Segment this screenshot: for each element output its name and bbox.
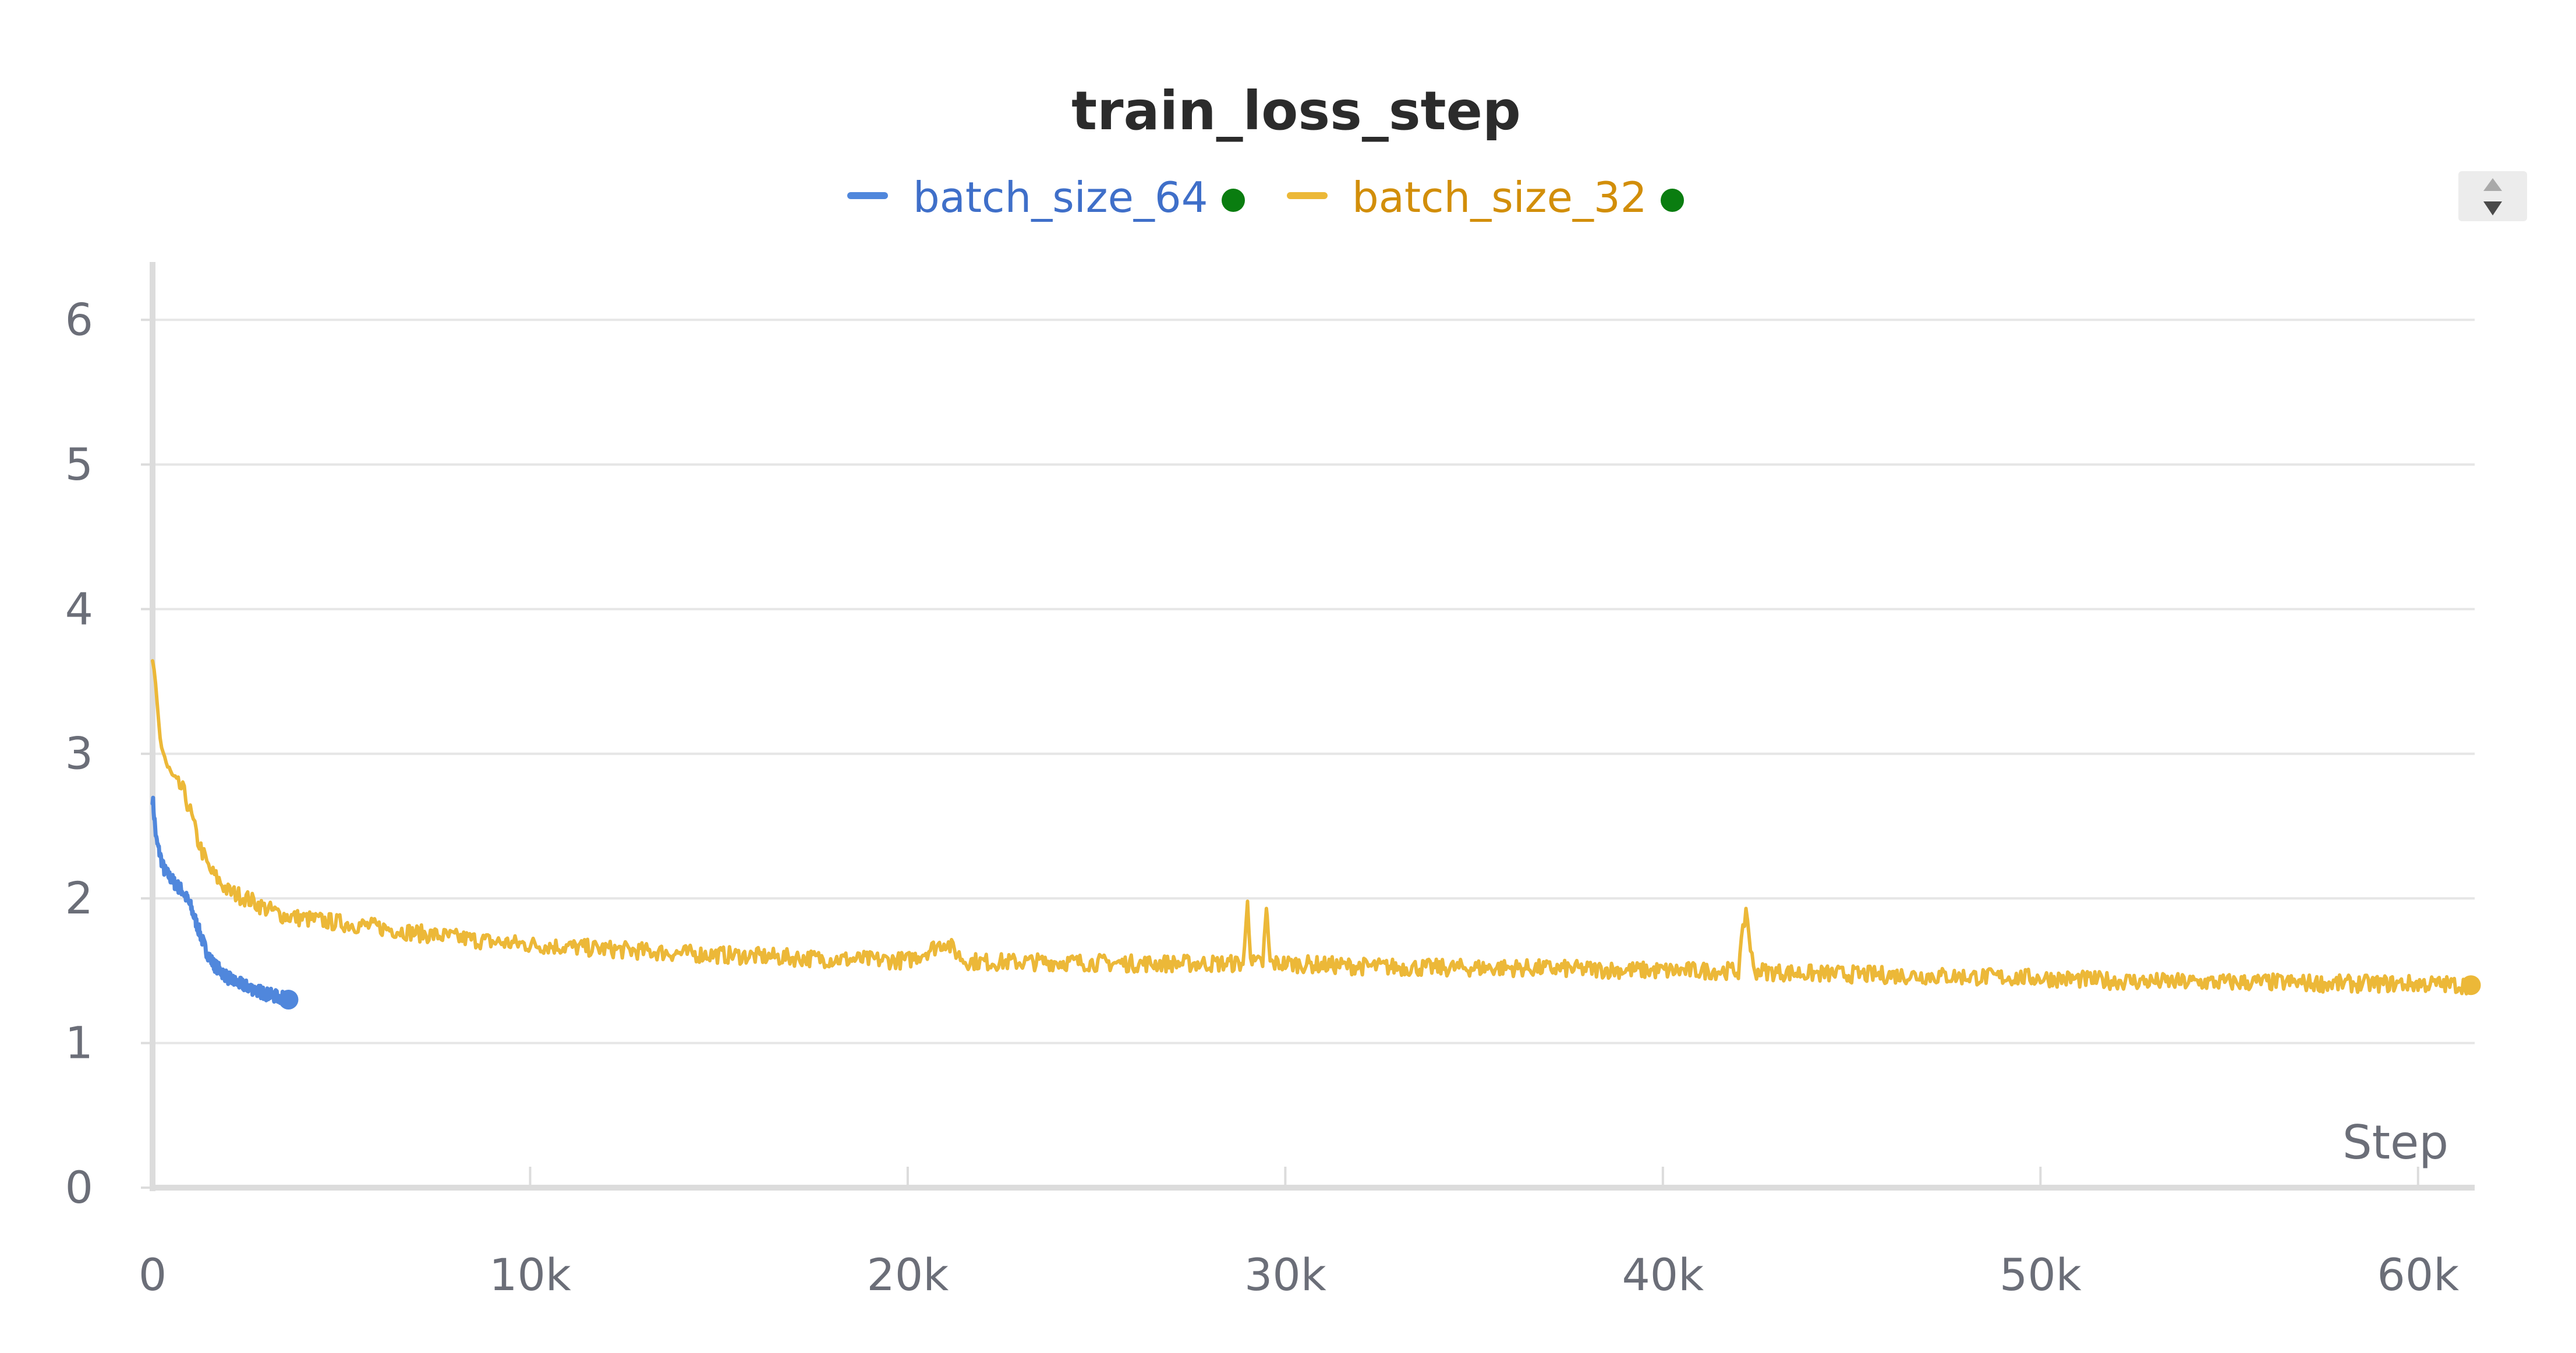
legend-swatch-batch-size-64	[847, 192, 888, 199]
x-tick-label-0: 0	[139, 1249, 167, 1301]
y-tick-label-1: 1	[65, 1017, 93, 1069]
series-endpoint-batch-size-32	[2461, 975, 2481, 996]
scroll-down-icon[interactable]	[2483, 201, 2502, 215]
series-line-batch-size-64	[150, 795, 291, 1008]
series-line-batch-size-32	[151, 659, 2473, 996]
series-layer	[150, 659, 2481, 1010]
legend-scroll-background	[2458, 171, 2527, 221]
legend-swatch-batch-size-32	[1287, 192, 1328, 199]
x-tick-label-30000: 30k	[1244, 1249, 1326, 1301]
legend-label-batch-size-32: batch_size_32	[1352, 173, 1647, 222]
x-tick-label-60000: 60k	[2377, 1249, 2459, 1301]
legend-status-dot-batch-size-32	[1661, 189, 1684, 212]
chart-title: train_loss_step	[1071, 80, 1521, 142]
y-tick-label-6: 6	[65, 293, 93, 345]
y-axis-ticks: 0 1 2 3 4 5 6	[65, 293, 153, 1213]
scroll-up-icon[interactable]	[2483, 178, 2502, 191]
y-tick-label-2: 2	[65, 872, 93, 924]
legend-label-batch-size-64: batch_size_64	[913, 173, 1208, 222]
y-tick-label-3: 3	[65, 728, 93, 780]
axes	[150, 262, 2475, 1191]
y-tick-label-4: 4	[65, 583, 93, 635]
x-tick-label-50000: 50k	[2000, 1249, 2082, 1301]
x-tick-label-10000: 10k	[489, 1249, 571, 1301]
grid	[153, 318, 2475, 1044]
legend-item-batch-size-32[interactable]: batch_size_32	[1287, 173, 1684, 222]
x-axis-ticks: 0 10k 20k 30k 40k 50k 60k	[139, 1167, 2459, 1301]
y-tick-label-0: 0	[65, 1161, 93, 1213]
legend: batch_size_64 batch_size_32	[847, 173, 1684, 222]
legend-item-batch-size-64[interactable]: batch_size_64	[847, 173, 1245, 222]
legend-scroll-control[interactable]	[2458, 171, 2527, 221]
series-endpoint-batch-size-64	[278, 990, 299, 1010]
y-tick-label-5: 5	[65, 438, 93, 490]
x-axis-label: Step	[2343, 1115, 2448, 1170]
x-tick-label-20000: 20k	[867, 1249, 949, 1301]
x-tick-label-40000: 40k	[1622, 1249, 1704, 1301]
legend-status-dot-batch-size-64	[1222, 189, 1245, 212]
